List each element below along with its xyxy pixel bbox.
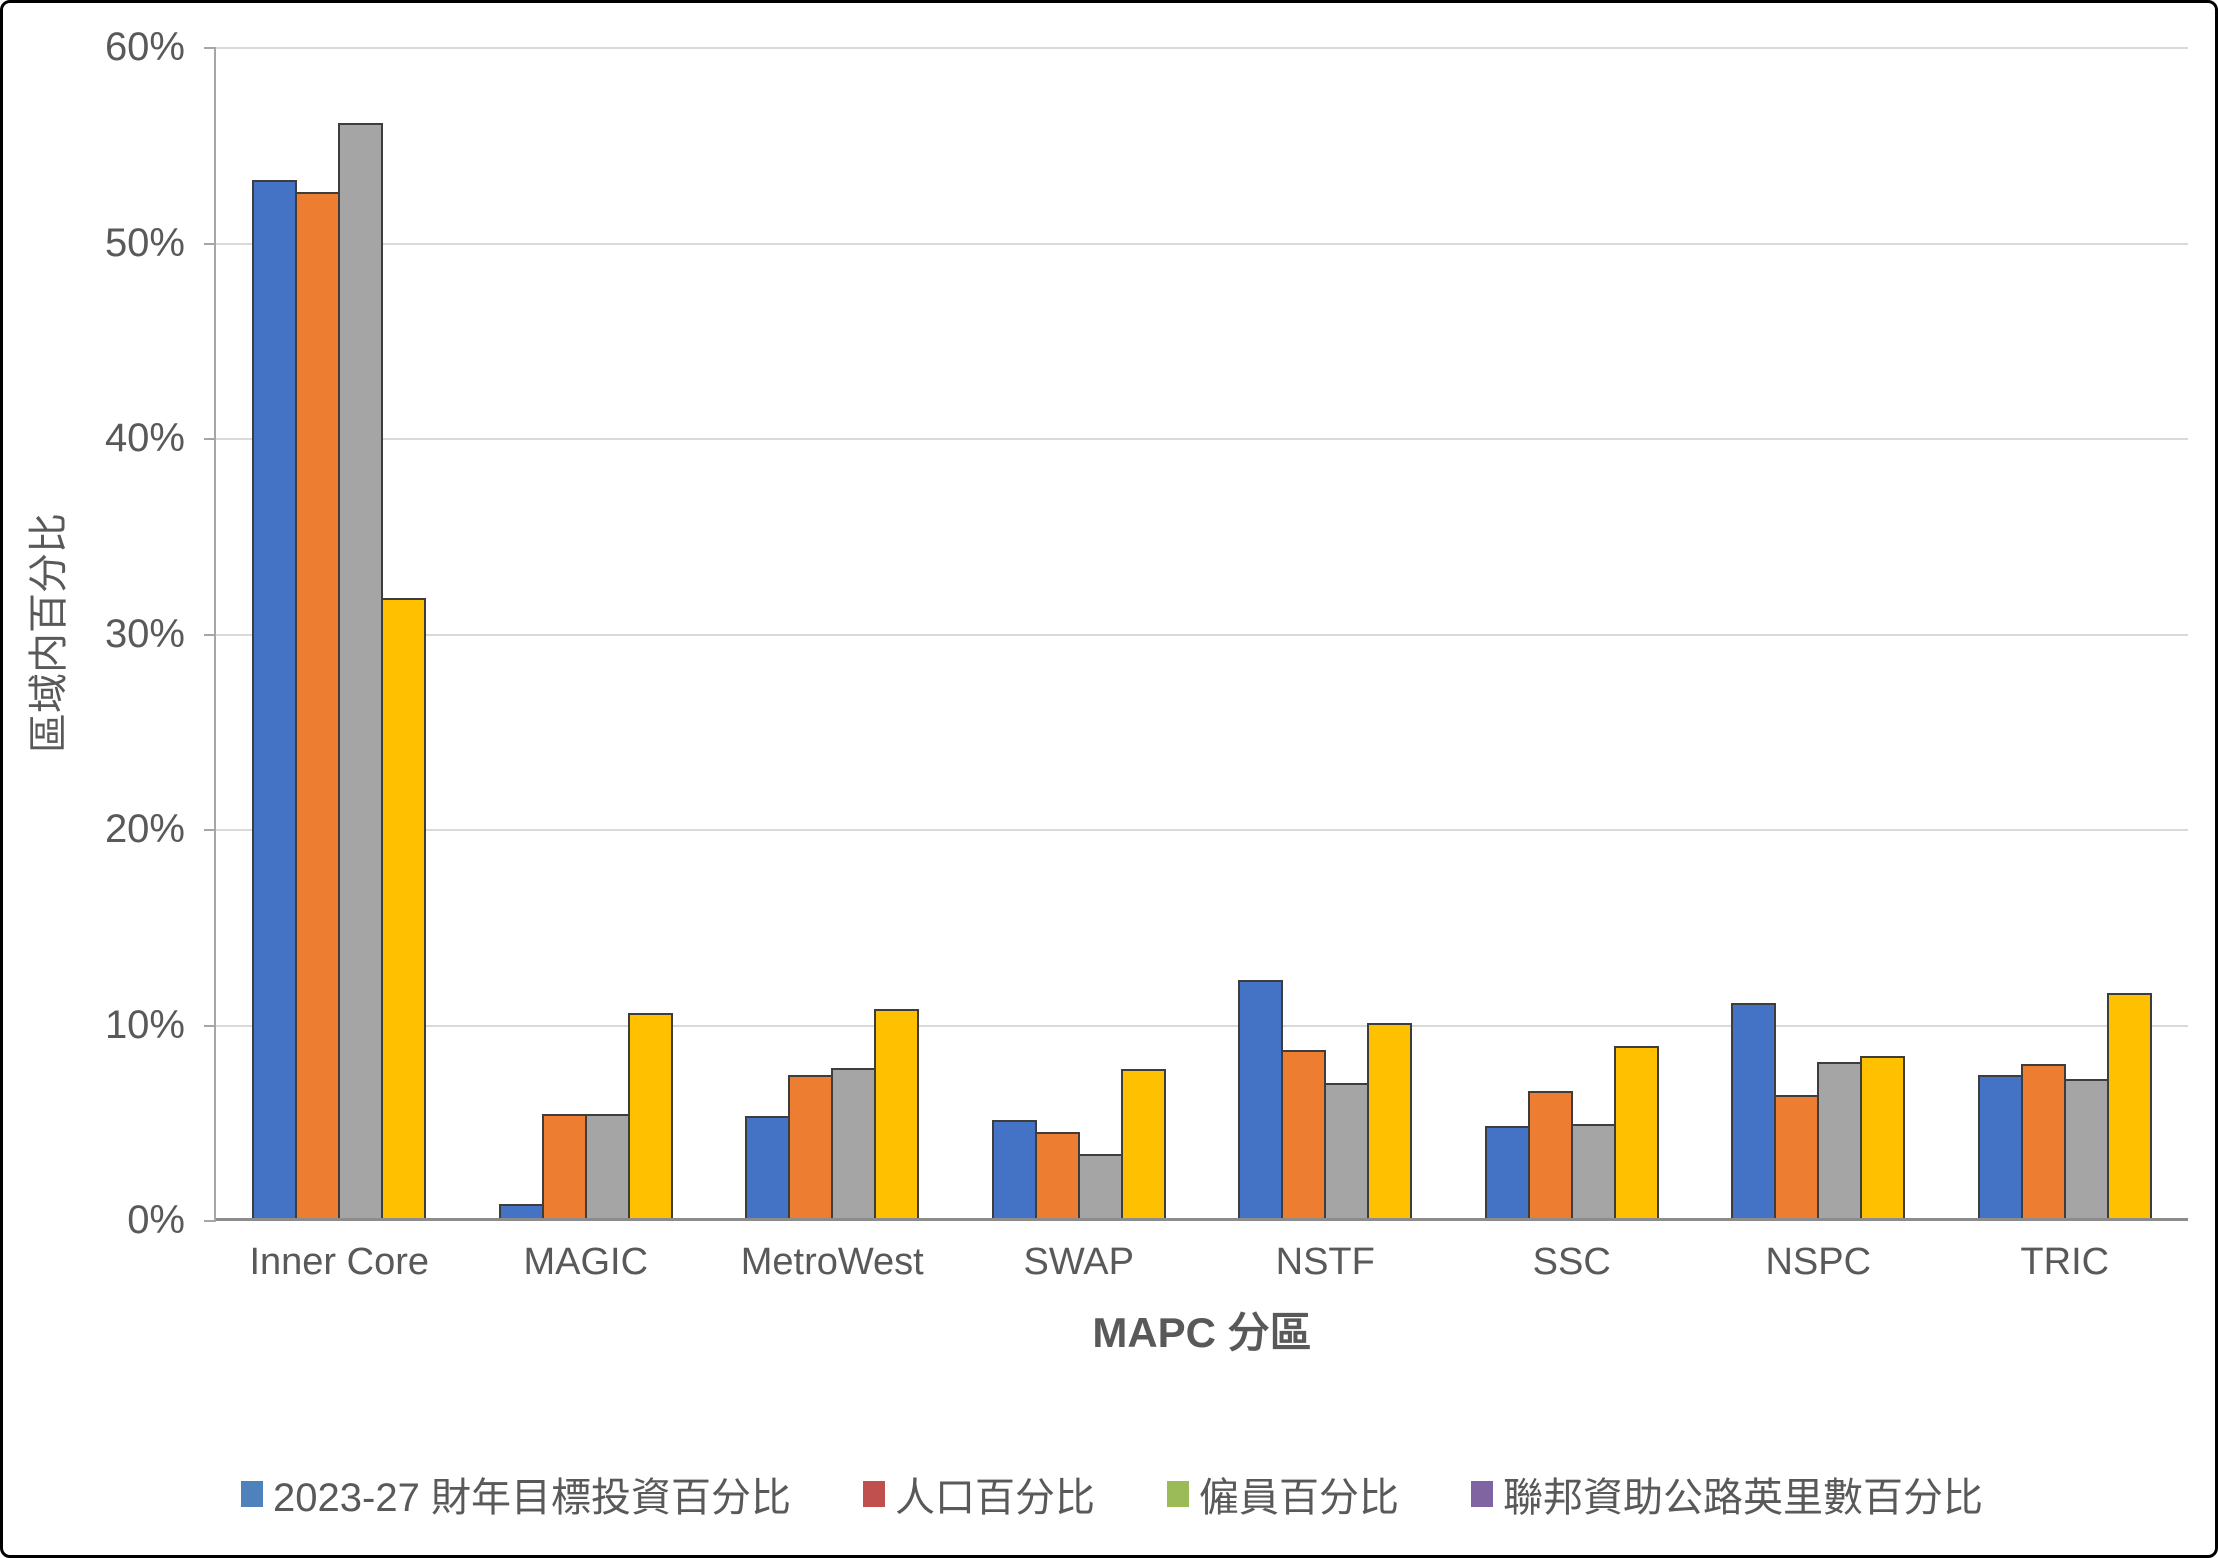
y-axis-line bbox=[214, 47, 216, 1222]
bar-series1-metrowest bbox=[745, 1116, 791, 1220]
gridline bbox=[216, 1025, 2188, 1027]
bar-series3-nstf bbox=[1324, 1083, 1370, 1220]
gridline bbox=[216, 438, 2188, 440]
gridline bbox=[216, 243, 2188, 245]
y-tick-label: 20% bbox=[104, 807, 185, 851]
bar-series1-nspc bbox=[1731, 1003, 1777, 1220]
y-tick-label: 0% bbox=[127, 1198, 185, 1242]
category-label-metrowest: MetroWest bbox=[740, 1241, 924, 1283]
legend-swatch-icon bbox=[1470, 1481, 1493, 1507]
bar-series4-tric bbox=[2106, 993, 2152, 1220]
y-tick-label: 30% bbox=[104, 612, 185, 656]
category-label-swap: SWAP bbox=[1023, 1241, 1135, 1283]
bar-series3-ssc bbox=[1570, 1124, 1616, 1220]
legend-label: 2023-27 財年目標投資百分比 bbox=[273, 1476, 791, 1520]
y-tick-label: 10% bbox=[104, 1003, 185, 1047]
bar-series3-tric bbox=[2063, 1079, 2109, 1220]
legend-swatch-icon bbox=[1166, 1481, 1189, 1507]
bar-series1-swap bbox=[991, 1120, 1037, 1220]
bar-series1-inner-core bbox=[252, 180, 298, 1220]
legend-item-1: 2023-27 財年目標投資百分比 bbox=[241, 1465, 791, 1523]
legend-swatch-icon bbox=[241, 1481, 264, 1507]
category-label-nstf: NSTF bbox=[1275, 1241, 1375, 1283]
bar-series1-ssc bbox=[1484, 1126, 1530, 1220]
bar-series4-nstf bbox=[1367, 1023, 1413, 1220]
category-label-ssc: SSC bbox=[1532, 1241, 1611, 1283]
bar-series4-inner-core bbox=[381, 598, 427, 1220]
bar-group-swap bbox=[956, 47, 1203, 1220]
y-axis-tick bbox=[204, 47, 214, 49]
bar-group-metrowest bbox=[709, 47, 956, 1220]
legend-item-4: 聯邦資助公路英里數百分比 bbox=[1470, 1465, 1983, 1523]
category-label-magic: MAGIC bbox=[523, 1241, 649, 1283]
y-tick-label: 60% bbox=[104, 25, 185, 69]
bar-series4-magic bbox=[627, 1013, 673, 1220]
y-axis-tick bbox=[204, 1220, 214, 1222]
category-label-tric: TRIC bbox=[2020, 1241, 2110, 1283]
legend: 2023-27 財年目標投資百分比 人口百分比 僱員百分比 聯邦資助公路英里數百分比 bbox=[3, 1465, 2215, 1523]
legend-label: 人口百分比 bbox=[894, 1476, 1095, 1520]
bar-group-ssc bbox=[1449, 47, 1696, 1220]
legend-item-2: 人口百分比 bbox=[862, 1465, 1095, 1523]
y-tick-label: 50% bbox=[104, 221, 185, 265]
x-axis-category-labels: Inner Core MAGIC MetroWest SWAP NSTF SSC NSPC T… bbox=[216, 1241, 2188, 1284]
y-axis-tick bbox=[204, 243, 214, 245]
category-label-nspc: NSPC bbox=[1765, 1241, 1872, 1283]
y-axis-tick bbox=[204, 634, 214, 636]
bar-series3-magic bbox=[584, 1114, 630, 1220]
y-axis-tick bbox=[204, 438, 214, 440]
y-axis-tick bbox=[204, 1025, 214, 1027]
bar-series4-swap bbox=[1120, 1069, 1166, 1220]
bar-series2-nstf bbox=[1281, 1050, 1327, 1220]
bar-series3-swap bbox=[1077, 1154, 1123, 1220]
x-axis-baseline bbox=[216, 1218, 2188, 1221]
bar-group-nspc bbox=[1695, 47, 1942, 1220]
x-axis-title: MAPC 分區 bbox=[1092, 1309, 1312, 1356]
bar-group-magic bbox=[463, 47, 710, 1220]
bar-series2-swap bbox=[1034, 1132, 1080, 1220]
category-label-inner-core: Inner Core bbox=[249, 1241, 430, 1283]
y-axis-title: 區域内百分比 bbox=[27, 513, 71, 753]
y-axis-tick bbox=[204, 829, 214, 831]
legend-item-3: 僱員百分比 bbox=[1166, 1465, 1399, 1523]
plot-area bbox=[216, 47, 2188, 1220]
legend-swatch-icon bbox=[862, 1481, 885, 1507]
bar-series4-ssc bbox=[1613, 1046, 1659, 1220]
gridline bbox=[216, 47, 2188, 49]
bar-series3-nspc bbox=[1817, 1062, 1863, 1220]
bar-series4-metrowest bbox=[874, 1009, 920, 1220]
bar-group-nstf bbox=[1202, 47, 1449, 1220]
legend-label: 聯邦資助公路英里數百分比 bbox=[1502, 1476, 1983, 1520]
bar-series2-metrowest bbox=[788, 1075, 834, 1220]
gridline bbox=[216, 634, 2188, 636]
bar-series2-nspc bbox=[1774, 1095, 1820, 1220]
bar-group-inner-core bbox=[216, 47, 463, 1220]
bar-series1-nstf bbox=[1238, 980, 1284, 1220]
bar-series4-nspc bbox=[1860, 1056, 1906, 1220]
legend-label: 僱員百分比 bbox=[1198, 1476, 1399, 1520]
bar-series2-inner-core bbox=[295, 192, 341, 1220]
bar-series1-tric bbox=[1977, 1075, 2023, 1220]
y-tick-label: 40% bbox=[104, 416, 185, 460]
gridline bbox=[216, 829, 2188, 831]
bar-series2-magic bbox=[541, 1114, 587, 1220]
bar-series2-tric bbox=[2020, 1064, 2066, 1220]
bar-series3-inner-core bbox=[338, 123, 384, 1220]
bar-group-tric bbox=[1942, 47, 2189, 1220]
bar-series2-ssc bbox=[1527, 1091, 1573, 1220]
bar-series3-metrowest bbox=[831, 1068, 877, 1220]
